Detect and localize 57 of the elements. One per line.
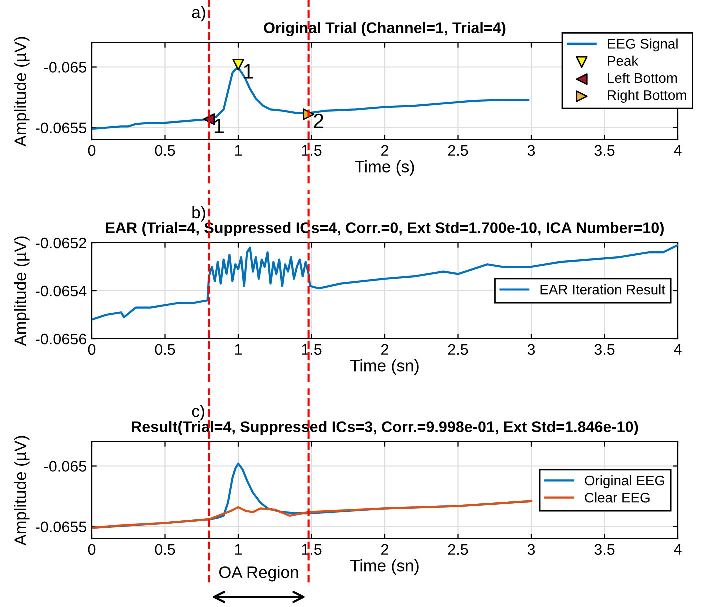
annotation: 1: [244, 64, 254, 79]
x-tick-label: 2.5: [448, 145, 468, 156]
x-tick-label: 0: [88, 145, 96, 156]
x-tick-label: 4: [674, 145, 682, 156]
y-tick-label: -0.0656: [36, 334, 86, 345]
y-tick-label: -0.0652: [36, 238, 86, 249]
legend-label: Left Bottom: [608, 72, 678, 84]
x-tick-label: 3: [528, 344, 536, 356]
x-tick-label: 3.5: [594, 344, 615, 356]
x-tick-label: 2.5: [448, 344, 468, 356]
x-tick-label: 0: [88, 544, 96, 556]
y-tick-label: -0.0655: [36, 522, 87, 533]
x-axis-title: Time (sn): [350, 359, 419, 376]
x-tick-label: 0: [88, 344, 96, 356]
x-tick-label: 4: [674, 544, 682, 555]
legend-label: Right Bottom: [608, 90, 686, 104]
text: a): [192, 6, 206, 22]
text: OA Region: [219, 566, 298, 582]
text: b): [192, 206, 206, 222]
legend-label: Peak: [608, 56, 639, 66]
y-tick-label: -0.065: [44, 461, 87, 472]
x-tick-label: 1.5: [302, 145, 322, 156]
x-axis-title: Time (s): [355, 160, 414, 176]
y-tick-label: -0.0654: [36, 286, 87, 297]
legend-label: Original EEG: [585, 475, 664, 488]
x-tick-label: 0.5: [155, 145, 176, 156]
x-tick-label: 3: [528, 544, 536, 556]
x-tick-label: 4: [674, 344, 682, 355]
y-axis-title: Amplitude (µV): [14, 37, 30, 147]
chart-title: Result(Trial=4, Suppressed ICs=3, Corr.=9.998e-01, Ext Std=1.846e-10): [132, 421, 638, 436]
x-tick-label: 1: [235, 544, 242, 555]
x-tick-label: 1.5: [302, 544, 322, 556]
y-axis-title: Amplitude (µV): [14, 436, 30, 546]
legend-label: Clear EEG: [585, 492, 650, 503]
x-tick-label: 0.5: [155, 544, 176, 556]
legend-label: EAR Iteration Result: [540, 284, 666, 295]
x-tick-label: 2: [382, 145, 388, 156]
text: c): [192, 405, 204, 421]
y-axis-title: Amplitude (µV): [14, 236, 30, 346]
y-tick-label: -0.0655: [36, 122, 87, 134]
x-tick-label: 0.5: [155, 344, 176, 356]
x-tick-label: 1.5: [302, 344, 322, 356]
chart-title: EAR (Trial=4, Suppressed ICs=4, Corr.=0, Ext Std=1.700e-10, ICA Number=10): [106, 222, 664, 236]
x-tick-label: 3: [528, 145, 536, 156]
y-tick-label: -0.065: [44, 62, 87, 73]
legend-label: EEG Signal: [608, 38, 678, 52]
x-tick-label: 2: [382, 344, 388, 355]
x-tick-label: 2.5: [448, 544, 468, 556]
x-tick-label: 1: [235, 344, 242, 355]
x-tick-label: 1: [235, 145, 242, 156]
x-axis-title: Time (sn): [350, 559, 419, 576]
x-tick-label: 2: [382, 544, 388, 555]
annotation: 1: [214, 118, 224, 134]
chart-title: Original Trial (Channel=1, Trial=4): [264, 22, 506, 37]
x-tick-label: 3.5: [594, 544, 615, 556]
annotation: 2: [314, 114, 324, 128]
x-tick-label: 3.5: [594, 145, 615, 156]
